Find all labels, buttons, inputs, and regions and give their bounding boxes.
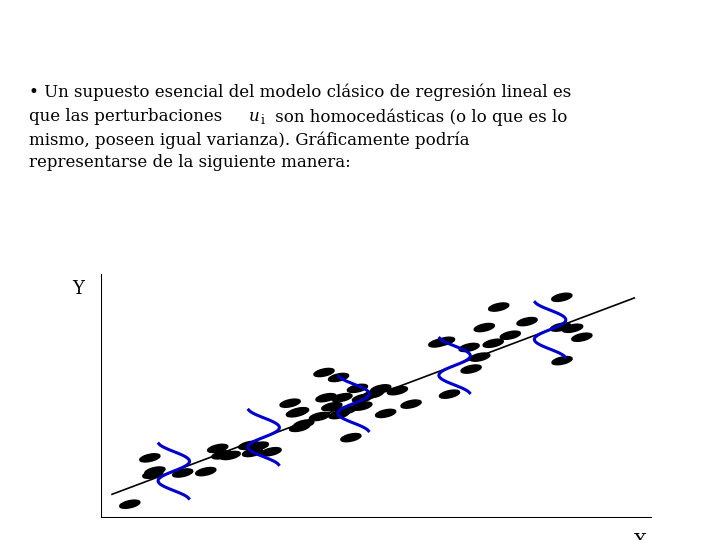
Text: Y: Y: [73, 280, 84, 298]
Ellipse shape: [434, 337, 454, 346]
Ellipse shape: [329, 410, 349, 418]
Ellipse shape: [364, 390, 384, 398]
Ellipse shape: [474, 323, 495, 332]
Ellipse shape: [459, 343, 480, 352]
Ellipse shape: [552, 293, 572, 301]
Ellipse shape: [387, 387, 408, 395]
Ellipse shape: [550, 323, 571, 331]
Ellipse shape: [310, 413, 330, 421]
Ellipse shape: [439, 390, 459, 399]
Ellipse shape: [248, 442, 269, 450]
Ellipse shape: [173, 469, 193, 477]
Ellipse shape: [328, 373, 348, 382]
Ellipse shape: [572, 333, 592, 341]
Ellipse shape: [428, 339, 449, 347]
Ellipse shape: [469, 353, 490, 361]
Ellipse shape: [376, 409, 396, 417]
Text: representarse de la siguiente manera:: representarse de la siguiente manera:: [29, 154, 351, 171]
Text: mismo, poseen igual varianza). Gráficamente podría: mismo, poseen igual varianza). Gráficame…: [29, 131, 469, 148]
Ellipse shape: [212, 451, 232, 459]
Ellipse shape: [143, 470, 163, 478]
Ellipse shape: [517, 318, 537, 326]
Ellipse shape: [280, 399, 300, 407]
Ellipse shape: [352, 394, 372, 402]
Text: • Un supuesto esencial del modelo clásico de regresión lineal es: • Un supuesto esencial del modelo clásic…: [29, 84, 571, 101]
Ellipse shape: [145, 467, 165, 475]
Text: i: i: [261, 114, 265, 127]
Ellipse shape: [287, 409, 307, 417]
Ellipse shape: [371, 384, 391, 393]
Text: u: u: [248, 108, 259, 125]
Ellipse shape: [483, 339, 503, 347]
Ellipse shape: [336, 406, 356, 414]
Ellipse shape: [140, 454, 160, 462]
Ellipse shape: [347, 384, 367, 393]
Ellipse shape: [294, 420, 314, 428]
Text: X: X: [634, 534, 647, 540]
Ellipse shape: [220, 451, 240, 460]
Ellipse shape: [552, 356, 572, 365]
Ellipse shape: [196, 468, 216, 476]
Ellipse shape: [332, 394, 352, 402]
Ellipse shape: [207, 444, 228, 453]
Ellipse shape: [322, 402, 342, 411]
Ellipse shape: [239, 441, 259, 449]
Ellipse shape: [120, 500, 140, 508]
Ellipse shape: [316, 394, 336, 402]
Ellipse shape: [500, 331, 521, 339]
Text: son homocedásticas (o lo que es lo: son homocedásticas (o lo que es lo: [270, 108, 567, 125]
Ellipse shape: [314, 368, 334, 376]
Ellipse shape: [341, 434, 361, 442]
Ellipse shape: [352, 402, 372, 410]
Ellipse shape: [489, 303, 509, 311]
Ellipse shape: [461, 365, 481, 373]
Text: 3. Heteroscedasticidad en los residuos: 3. Heteroscedasticidad en los residuos: [39, 24, 491, 45]
Ellipse shape: [401, 400, 421, 408]
Text: que las perturbaciones: que las perturbaciones: [29, 108, 228, 125]
Ellipse shape: [243, 448, 263, 457]
Ellipse shape: [562, 324, 582, 333]
Ellipse shape: [289, 408, 309, 416]
Ellipse shape: [261, 448, 282, 456]
Ellipse shape: [289, 423, 310, 431]
